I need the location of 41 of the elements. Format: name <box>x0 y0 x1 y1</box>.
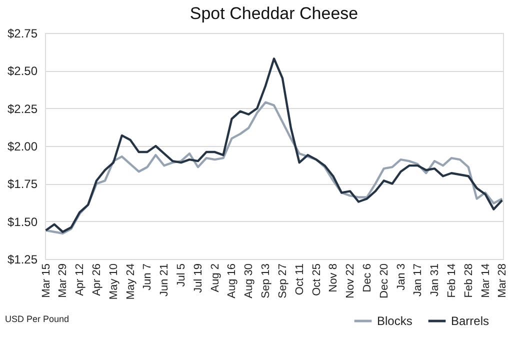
x-tick-label: Feb 14 <box>446 264 458 298</box>
x-tick-label: Mar 15 <box>40 264 52 298</box>
x-tick-label: Dec 20 <box>378 264 390 298</box>
x-tick-label: Jul 19 <box>192 264 204 293</box>
x-tick-label: Aug 2 <box>209 264 222 292</box>
y-tick-label: $2.25 <box>7 102 38 116</box>
x-tick-label: May 24 <box>124 264 137 300</box>
x-tick-label: Nov 22 <box>344 264 357 298</box>
x-tick-label: Dec 6 <box>361 264 374 292</box>
x-tick-label: Jan 31 <box>429 264 442 297</box>
legend-label: Barrels <box>451 314 490 328</box>
y-tick-label: $2.75 <box>7 26 38 40</box>
y-tick-label: $1.25 <box>7 252 38 266</box>
x-tick-label: Apr 12 <box>74 264 86 296</box>
x-tick-label: Mar 28 <box>496 264 509 298</box>
x-tick-label: Sep 13 <box>260 264 272 298</box>
x-tick-label: Mar 29 <box>57 264 70 298</box>
y-tick-label: $1.50 <box>7 214 38 229</box>
x-tick-label: Nov 8 <box>328 264 340 292</box>
x-tick-label: Jun 21 <box>158 264 171 297</box>
x-tick-label: Jan 17 <box>412 264 424 297</box>
x-tick-label: Jun 7 <box>142 264 154 290</box>
x-tick-label: Apr 26 <box>91 264 104 296</box>
legend-label: Blocks <box>377 314 412 328</box>
x-tick-label: Oct 11 <box>294 264 306 296</box>
x-tick-label: Oct 25 <box>310 264 323 296</box>
y-tick-label: $2.50 <box>7 64 38 78</box>
x-tick-label: Jan 3 <box>395 264 408 290</box>
x-tick-label: Feb 28 <box>462 264 475 298</box>
line-series <box>44 101 504 234</box>
x-tick-label: Mar 14 <box>480 264 492 298</box>
chart-title: Spot Cheddar Cheese <box>190 4 358 23</box>
x-tick-label: Sep 27 <box>276 264 289 298</box>
x-tick-label: Jul 5 <box>176 264 188 287</box>
y-tick-label: $2.00 <box>7 140 38 154</box>
text: USD Per Pound <box>5 314 70 324</box>
x-tick-label: May 10 <box>108 264 120 300</box>
x-tick-label: Aug 30 <box>243 264 256 298</box>
y-tick-label: $1.75 <box>7 177 38 192</box>
x-tick-label: Aug 16 <box>226 264 238 298</box>
line-series <box>44 58 504 233</box>
